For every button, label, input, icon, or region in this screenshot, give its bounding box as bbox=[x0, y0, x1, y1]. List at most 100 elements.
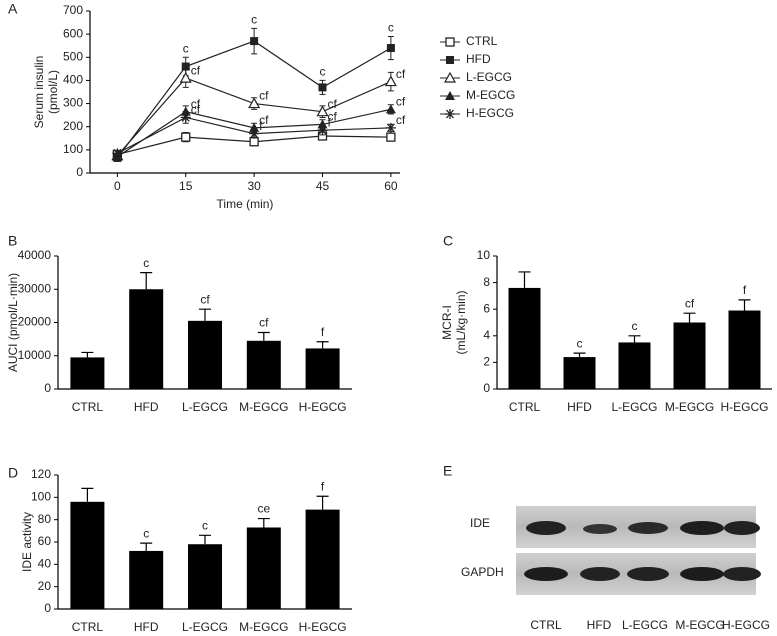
annotation: f bbox=[321, 325, 325, 339]
bar bbox=[129, 289, 164, 389]
annotation: c bbox=[183, 41, 189, 55]
marker bbox=[384, 75, 397, 87]
x-tick-label: L-EGCG bbox=[182, 400, 228, 414]
band bbox=[628, 522, 668, 534]
band bbox=[680, 521, 724, 535]
x-tick-label: CTRL bbox=[72, 400, 104, 414]
x-tick-label: M-EGCG bbox=[239, 620, 288, 634]
bar bbox=[618, 342, 651, 389]
error-bar bbox=[738, 299, 751, 311]
bar bbox=[129, 550, 164, 609]
legend-label: L-EGCG bbox=[466, 70, 512, 84]
error-bar bbox=[683, 312, 696, 323]
marker bbox=[180, 112, 191, 123]
panel-label: A bbox=[8, 1, 18, 17]
bar bbox=[188, 320, 222, 389]
x-tick-label: 0 bbox=[114, 179, 121, 193]
x-axis-label: Time (min) bbox=[217, 197, 274, 211]
band bbox=[583, 524, 617, 534]
blot-lane-label: HFD bbox=[587, 618, 612, 632]
blot-lane-label: L-EGCG bbox=[622, 618, 668, 632]
marker bbox=[249, 122, 260, 132]
y-tick-label: 0 bbox=[44, 381, 51, 395]
annotation: f bbox=[743, 283, 747, 297]
panel-label: E bbox=[443, 463, 452, 479]
y-tick-label: 20 bbox=[38, 579, 52, 593]
bar bbox=[673, 322, 706, 389]
annotation: cf bbox=[200, 292, 210, 306]
y-tick-label: 10 bbox=[477, 248, 491, 262]
blot-row-label: GAPDH bbox=[461, 565, 504, 579]
error-bar bbox=[140, 542, 153, 551]
marker bbox=[317, 125, 328, 136]
band bbox=[524, 567, 568, 581]
error-bar bbox=[316, 495, 329, 510]
y-tick-label: 80 bbox=[38, 512, 52, 526]
x-tick-label: L-EGCG bbox=[611, 400, 657, 414]
x-tick-label: CTRL bbox=[72, 620, 104, 634]
bar bbox=[508, 287, 541, 389]
band bbox=[724, 521, 760, 535]
annotation: cf bbox=[685, 296, 695, 310]
marker bbox=[181, 62, 190, 71]
error-bar bbox=[199, 534, 211, 545]
marker bbox=[250, 37, 259, 46]
annotation: c bbox=[320, 65, 326, 79]
annotation: cf bbox=[259, 113, 269, 127]
band bbox=[627, 567, 669, 581]
y-tick-label: 0 bbox=[483, 381, 490, 395]
annotation: cf bbox=[396, 113, 406, 127]
x-tick-label: HFD bbox=[567, 400, 592, 414]
y-tick-label: 40 bbox=[38, 557, 52, 571]
x-tick-label: HFD bbox=[134, 620, 159, 634]
y-tick-label: 200 bbox=[63, 119, 83, 133]
error-bar bbox=[257, 331, 270, 341]
y-tick-label: 20000 bbox=[18, 315, 52, 329]
error-bar bbox=[316, 341, 329, 349]
blot-row-label: IDE bbox=[470, 516, 490, 530]
x-tick-label: 60 bbox=[384, 179, 398, 193]
y-tick-label: 0 bbox=[44, 601, 51, 615]
marker bbox=[385, 104, 396, 114]
bar bbox=[246, 527, 281, 609]
y-tick-label: 100 bbox=[31, 490, 51, 504]
y-tick-label: 40000 bbox=[18, 248, 52, 262]
marker bbox=[385, 122, 396, 133]
x-tick-label: H-EGCG bbox=[299, 620, 347, 634]
error-bar bbox=[199, 308, 211, 321]
bar bbox=[305, 348, 340, 389]
annotation: c bbox=[251, 13, 257, 27]
blot-lane-label: M-EGCG bbox=[675, 618, 724, 632]
x-tick-label: CTRL bbox=[509, 400, 541, 414]
marker bbox=[386, 44, 395, 53]
marker bbox=[445, 109, 455, 119]
annotation: cf bbox=[191, 63, 201, 77]
legend-label: CTRL bbox=[466, 34, 498, 48]
legend-label: H-EGCG bbox=[466, 106, 514, 120]
x-tick-label: H-EGCG bbox=[721, 400, 769, 414]
annotation: f bbox=[321, 479, 325, 493]
bar bbox=[305, 509, 340, 609]
marker bbox=[386, 132, 396, 142]
annotation: ce bbox=[257, 502, 270, 516]
bar bbox=[728, 310, 761, 389]
y-tick-label: 700 bbox=[63, 3, 83, 17]
blot-lane-label: CTRL bbox=[530, 618, 562, 632]
annotation: c bbox=[202, 518, 208, 532]
y-tick-label: 60 bbox=[38, 534, 52, 548]
annotation: c bbox=[143, 526, 149, 540]
annotation: cf bbox=[191, 97, 201, 111]
western-blot: E IDE GAPDH CTRL HFD L-EGCG M-EGCG H-EGC… bbox=[443, 463, 770, 632]
y-tick-label: 30000 bbox=[18, 281, 52, 295]
annotation: f bbox=[259, 119, 263, 133]
y-tick-label: 100 bbox=[63, 142, 83, 156]
marker bbox=[179, 71, 192, 83]
marker bbox=[316, 105, 329, 117]
x-tick-label: L-EGCG bbox=[182, 620, 228, 634]
y-tick-label: 8 bbox=[483, 275, 490, 289]
y-axis-label: AUCI (pmol/L·min) bbox=[6, 273, 20, 372]
marker bbox=[446, 56, 454, 64]
blot-lane-label: H-EGCG bbox=[722, 618, 770, 632]
x-tick-label: 30 bbox=[247, 179, 261, 193]
